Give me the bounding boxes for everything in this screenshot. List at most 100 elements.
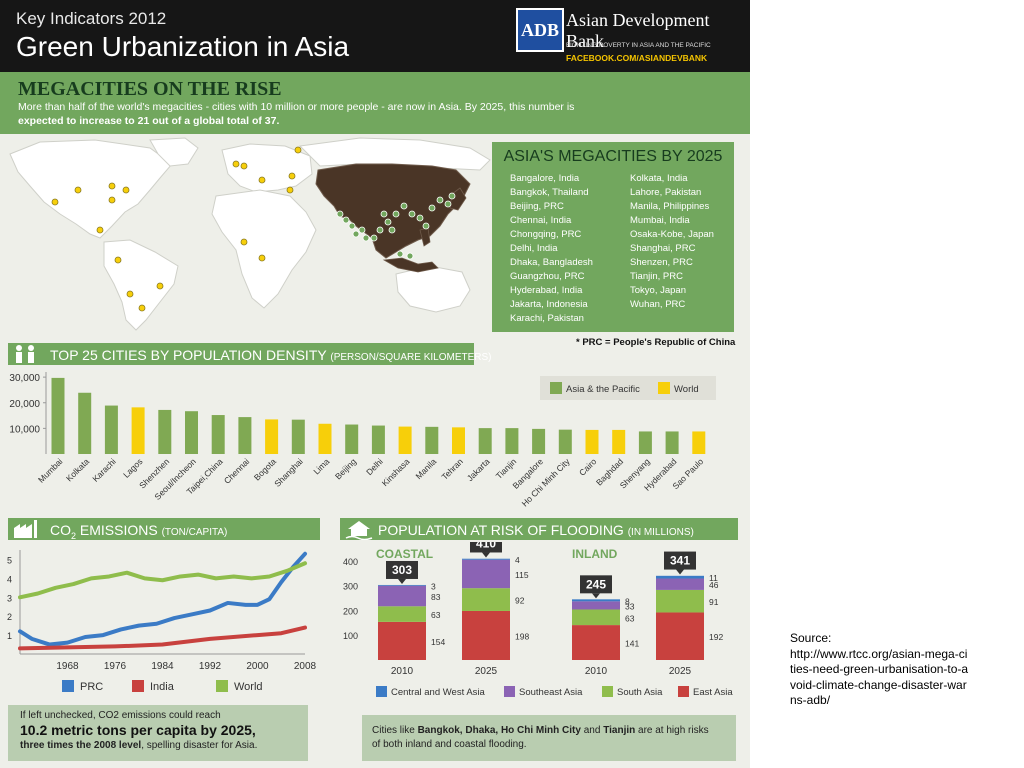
flood-total-label: 303: [392, 563, 412, 577]
world-megacity-dot: [288, 172, 296, 180]
flood-legend-swatch: [602, 686, 613, 697]
flood-bar-segment: [378, 585, 426, 607]
co2-x-tick: 1992: [199, 661, 222, 672]
world-megacity-dot: [240, 162, 248, 170]
flood-inland-label: INLAND: [572, 547, 618, 561]
density-bar: [345, 424, 359, 454]
density-bar: [505, 428, 519, 454]
megacity-item: Hyderabad, India: [510, 285, 583, 296]
co2-footer: [8, 705, 308, 761]
adb-logo: ADB: [516, 8, 564, 52]
co2-foot-rest: , spelling disaster for Asia.: [141, 740, 258, 751]
density-bar: [371, 425, 385, 454]
density-bar: [665, 431, 679, 454]
co2-y-tick: 5: [7, 555, 12, 565]
source-note: Source: http://www.rtcc.org/asian-mega-c…: [790, 631, 970, 709]
density-x-label: Shanghai: [272, 456, 305, 489]
flood-total-box: [386, 560, 418, 579]
co2-title-co: CO: [50, 522, 71, 538]
source-url[interactable]: http://www.rtcc.org/asian-mega-cities-ne…: [790, 646, 969, 708]
megacity-item: Tianjin, PRC: [630, 271, 683, 282]
flood-legend-label: Southeast Asia: [519, 687, 583, 698]
co2-foot-big: 10.2 metric tons per capita by 2025,: [20, 722, 256, 738]
flood-bar-segment: [572, 609, 620, 626]
europe-shape: [221, 143, 313, 193]
flood-value-label: 115: [515, 570, 529, 580]
co2-header: CO2 EMISSIONS (TON/CAPITA): [8, 518, 320, 541]
flood-legend-swatch: [678, 686, 689, 697]
asia-megacity-dot: [342, 216, 350, 224]
flood-y-tick: 300: [343, 582, 358, 592]
asia-megacity-dot: [422, 222, 430, 230]
density-title: TOP 25 CITIES BY POPULATION DENSITY (PER…: [50, 347, 492, 363]
flood-legend-label: East Asia: [693, 687, 733, 698]
flood-total-label: 341: [670, 554, 690, 568]
density-x-label: Delhi: [364, 456, 385, 477]
density-bar: [291, 419, 305, 454]
flood-bar-segment: [572, 625, 620, 660]
flood-bar-segment: [462, 558, 510, 560]
flood-bar-segment: [656, 589, 704, 613]
flood-legend-swatch: [504, 686, 515, 697]
co2-legend-label: PRC: [80, 681, 103, 693]
megacity-item: Lahore, Pakistan: [630, 187, 702, 198]
density-bar: [638, 431, 652, 454]
legend-asia: Asia & the Pacific: [550, 382, 640, 395]
density-bar: [318, 423, 332, 454]
co2-x-tick: 2008: [294, 661, 317, 672]
density-x-label: Tianjin: [494, 456, 519, 481]
world-megacity-dot: [232, 160, 240, 168]
density-bar: [185, 411, 198, 454]
people-icon: [16, 345, 34, 363]
legend-asia-label: Asia & the Pacific: [566, 384, 640, 395]
legend-asia-swatch: [550, 382, 562, 394]
flood-y-tick: 400: [343, 557, 358, 567]
density-bar: [265, 419, 279, 454]
flood-legend-label: South Asia: [617, 687, 663, 698]
flood-value-label: 3: [431, 581, 436, 591]
flood-value-label: 11: [709, 573, 718, 583]
flood-foot-a: Cities like: [372, 725, 418, 736]
flood-bar-segment: [656, 575, 704, 579]
flood-value-label: 92: [515, 596, 525, 606]
flood-bar-segment: [462, 588, 510, 611]
asia-megacity-dot: [376, 226, 384, 234]
intro-text-a: More than half of the world's megacities…: [18, 101, 575, 113]
megacities-col2: Kolkata, India Lahore, Pakistan Manila, Ph…: [630, 172, 714, 312]
continents-other: [9, 137, 491, 331]
world-megacity-dot: [258, 176, 266, 184]
density-bar: [425, 426, 439, 454]
header-banner: Key Indicators 2012 Green Urbanization i…: [0, 0, 750, 72]
adb-tagline: FIGHTING POVERTY IN ASIA AND THE PACIFIC: [566, 42, 711, 49]
flood-value-label: 4: [515, 555, 520, 565]
co2-y-tick: 1: [7, 631, 12, 641]
header-title: Green Urbanization in Asia: [16, 31, 350, 62]
asia-megacity-dot: [362, 234, 370, 242]
world-megacity-dot: [126, 290, 134, 298]
flood-value-label: 33: [625, 601, 635, 611]
flood-value-label: 141: [625, 639, 639, 649]
flood-total-pointer: [398, 578, 406, 584]
co2-y-tick: 2: [7, 612, 12, 622]
megacities-title: ASIA'S MEGACITIES BY 2025: [503, 148, 723, 165]
flood-bar-segment: [656, 612, 704, 660]
co2-series-india: [18, 625, 307, 651]
asia-megacity-dot: [352, 230, 360, 238]
co2-legend-swatch: [216, 680, 228, 692]
asia-megacity-dot: [388, 226, 396, 234]
density-x-label: Jakarta: [465, 456, 492, 483]
co2-foot-line1: If left unchecked, CO2 emissions could r…: [20, 710, 221, 721]
world-megacity-dot: [108, 196, 116, 204]
flood-x-label: 2025: [475, 666, 498, 677]
megacity-item: Karachi, Pakistan: [510, 313, 584, 324]
greenland-shape: [149, 137, 199, 167]
adb-name: Asian Development Bank: [566, 10, 710, 51]
co2-y-tick: 3: [7, 593, 12, 603]
africa-shape: [211, 189, 317, 309]
asia-megacity-dot: [380, 210, 388, 218]
world-megacity-dot: [108, 182, 116, 190]
megacity-item: Dhaka, Bangladesh: [510, 257, 593, 268]
density-x-label: Chennai: [222, 456, 252, 486]
flood-total-box: [580, 575, 612, 594]
flood-value-label: 83: [431, 592, 441, 602]
